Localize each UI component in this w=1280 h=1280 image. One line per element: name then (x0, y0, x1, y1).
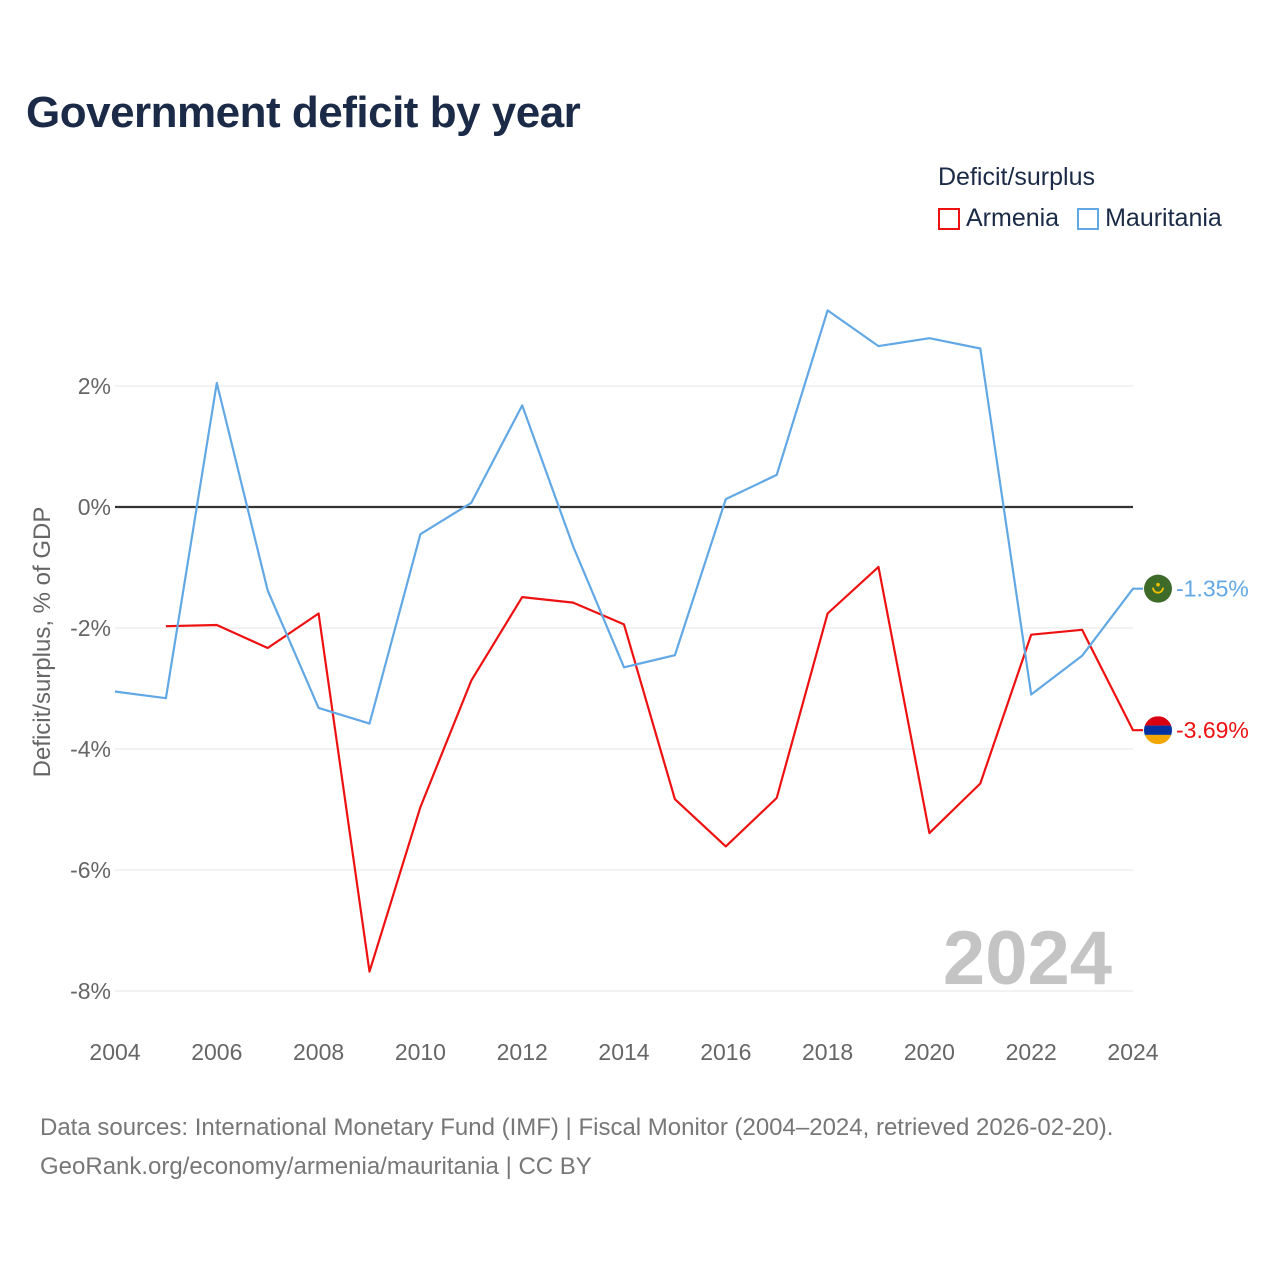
gridlines (115, 385, 1133, 992)
credit-link[interactable]: GeoRank.org/economy/armenia/mauritania |… (40, 1153, 592, 1180)
y-tick-label: 2% (78, 373, 111, 399)
x-tick-label: 2018 (802, 1039, 853, 1065)
legend-label-armenia: Armenia (966, 204, 1060, 232)
series-line-mauritania (114, 309, 1143, 725)
x-tick-label: 2012 (497, 1039, 548, 1065)
legend-label-mauritania: Mauritania (1105, 204, 1222, 232)
series-line-armenia (165, 565, 1143, 973)
x-tick-label: 2020 (904, 1039, 955, 1065)
legend-swatch-armenia (938, 207, 960, 230)
legend-item-mauritania[interactable]: Mauritania (1077, 204, 1222, 233)
flag-armenia (1144, 716, 1172, 745)
y-tick-label: 0% (78, 494, 111, 520)
flag-mauritania (1144, 574, 1172, 603)
y-tick-label: -6% (70, 857, 111, 883)
chart-title: Government deficit by year (26, 88, 581, 137)
x-tick-label: 2016 (700, 1039, 751, 1065)
x-tick-label: 2024 (1107, 1039, 1158, 1065)
series-lines (114, 309, 1143, 973)
y-axis-label: Deficit/surplus, % of GDP (29, 507, 56, 778)
footer: Data sources: International Monetary Fun… (40, 1108, 1113, 1186)
y-tick-label: -2% (70, 615, 111, 641)
legend-swatch-mauritania (1077, 207, 1100, 230)
data-sources-note: Data sources: International Monetary Fun… (40, 1114, 1114, 1141)
y-tick-label: -4% (70, 736, 111, 762)
y-tick-label: -8% (70, 978, 111, 1004)
x-tick-label: 2010 (395, 1039, 446, 1065)
y-axis-ticks: -8% -6% -4% -2% 0% 2% (70, 373, 111, 1004)
x-tick-label: 2008 (293, 1039, 344, 1065)
x-axis-ticks: 2004 2006 2008 2010 2012 2014 2016 2018 2020 2022… (89, 1039, 1158, 1065)
end-label-armenia: -3.69% (1176, 717, 1249, 743)
series-end-markers: -3.69% -1.35% (1144, 574, 1249, 745)
x-tick-label: 2006 (191, 1039, 242, 1065)
x-tick-label: 2014 (598, 1039, 649, 1065)
end-label-mauritania: -1.35% (1176, 576, 1249, 602)
legend-title: Deficit/surplus (938, 163, 1095, 191)
x-tick-label: 2022 (1006, 1039, 1057, 1065)
legend-item-armenia[interactable]: Armenia (938, 204, 1059, 233)
legend: Armenia Mauritania (938, 204, 1240, 233)
year-watermark: 2024 (943, 916, 1112, 1001)
x-tick-label: 2004 (89, 1039, 140, 1065)
